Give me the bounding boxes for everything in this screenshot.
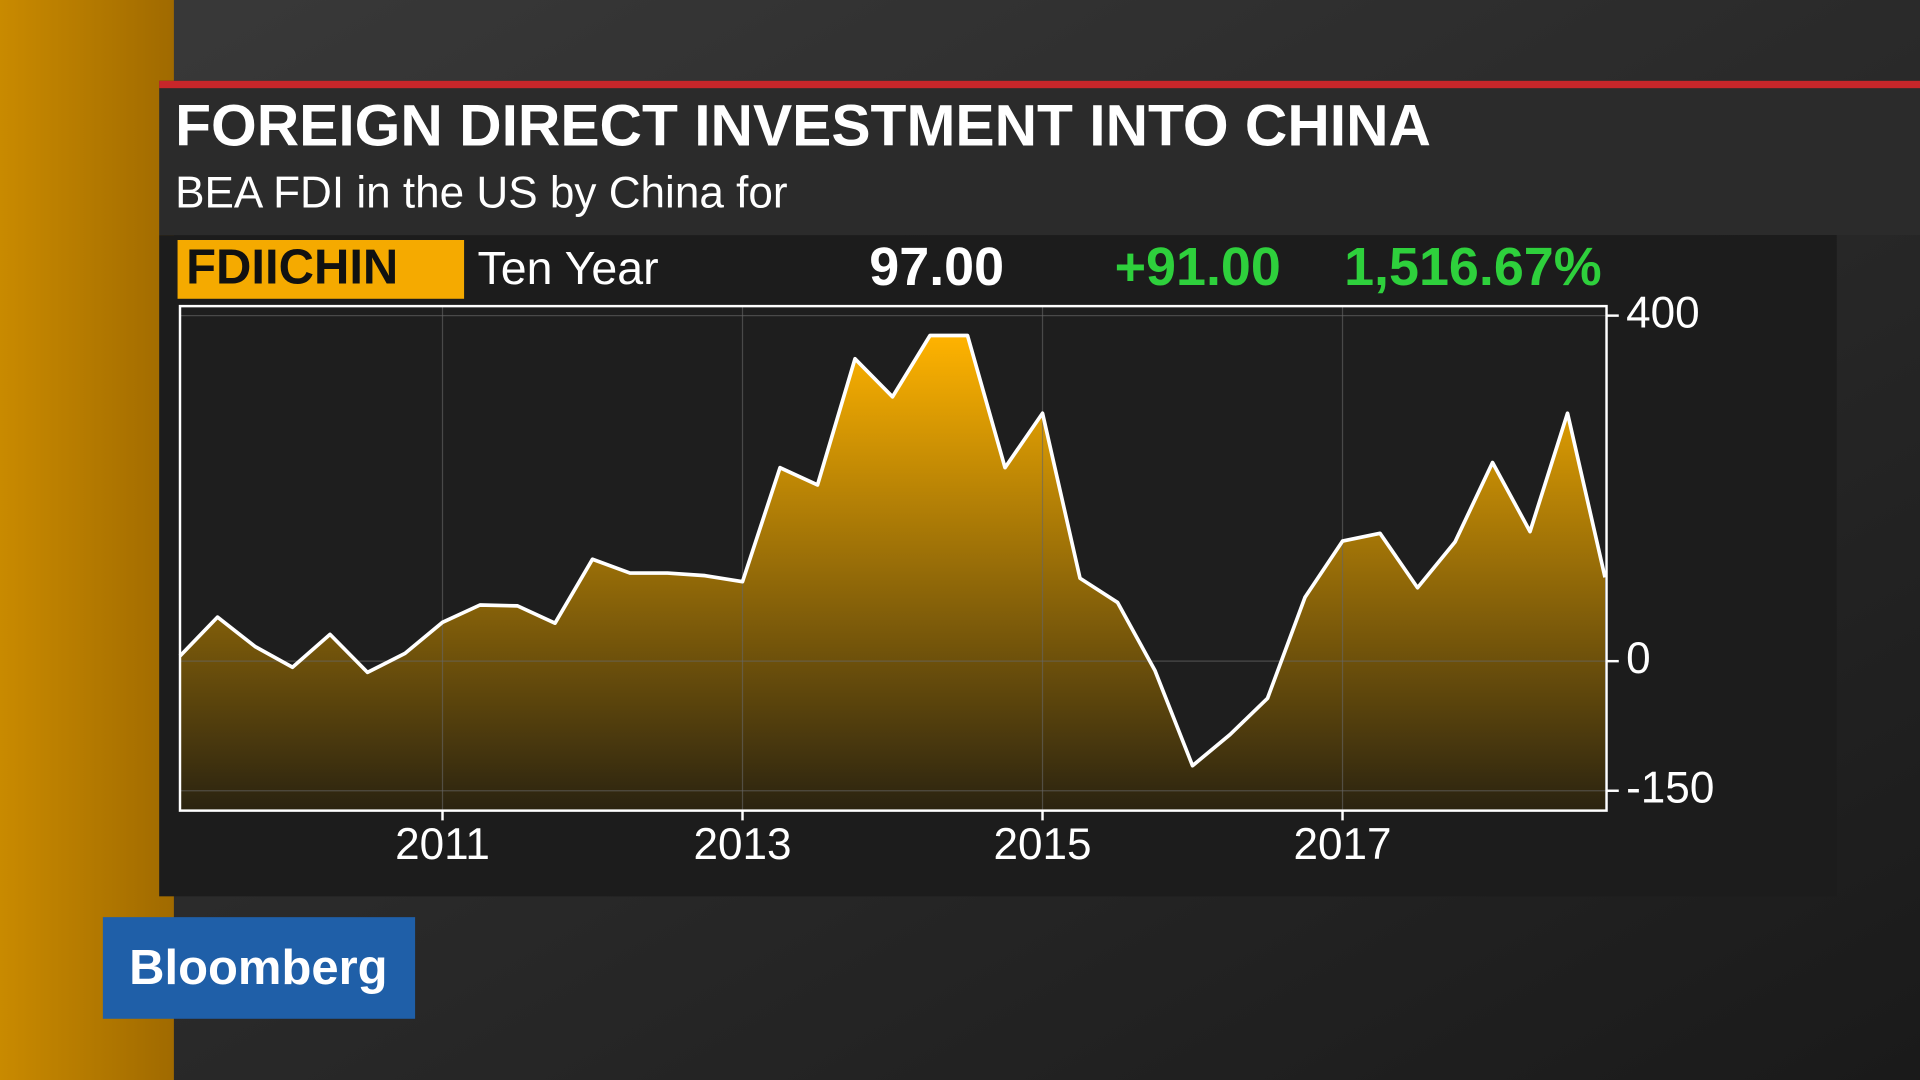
- subtitle: BEA FDI in the US by China for: [175, 169, 787, 218]
- plot: 400 0 -150 2011 2013 2015 2017: [178, 288, 1714, 869]
- x-tick-label: 2013: [693, 820, 791, 869]
- pct-change: 1,516.67%: [1344, 237, 1602, 297]
- side-band: [0, 0, 174, 1080]
- ticker-box: [177, 240, 465, 299]
- plot-border: [178, 304, 1608, 812]
- red-rule: [159, 80, 1920, 89]
- title: FOREIGN DIRECT INVESTMENT INTO CHINA: [175, 93, 1431, 158]
- y-tick-label: -150: [1626, 763, 1714, 812]
- brand-box: [102, 917, 416, 1019]
- area-fill: [180, 335, 1606, 811]
- last-value: 97.00: [869, 237, 1004, 297]
- title-band: [159, 80, 1920, 236]
- y-tick-label: 0: [1626, 634, 1651, 683]
- x-tick-label: 2015: [993, 820, 1091, 869]
- line: [178, 333, 1607, 768]
- x-tick-label: 2017: [1293, 820, 1391, 869]
- ticker: FDIICHIN: [186, 241, 398, 295]
- net-change: +91.00: [1115, 237, 1281, 297]
- period: Ten Year: [478, 242, 659, 294]
- x-tick-label: 2011: [395, 820, 490, 869]
- brand: Bloomberg: [129, 941, 387, 995]
- y-tick-label: 400: [1626, 288, 1700, 337]
